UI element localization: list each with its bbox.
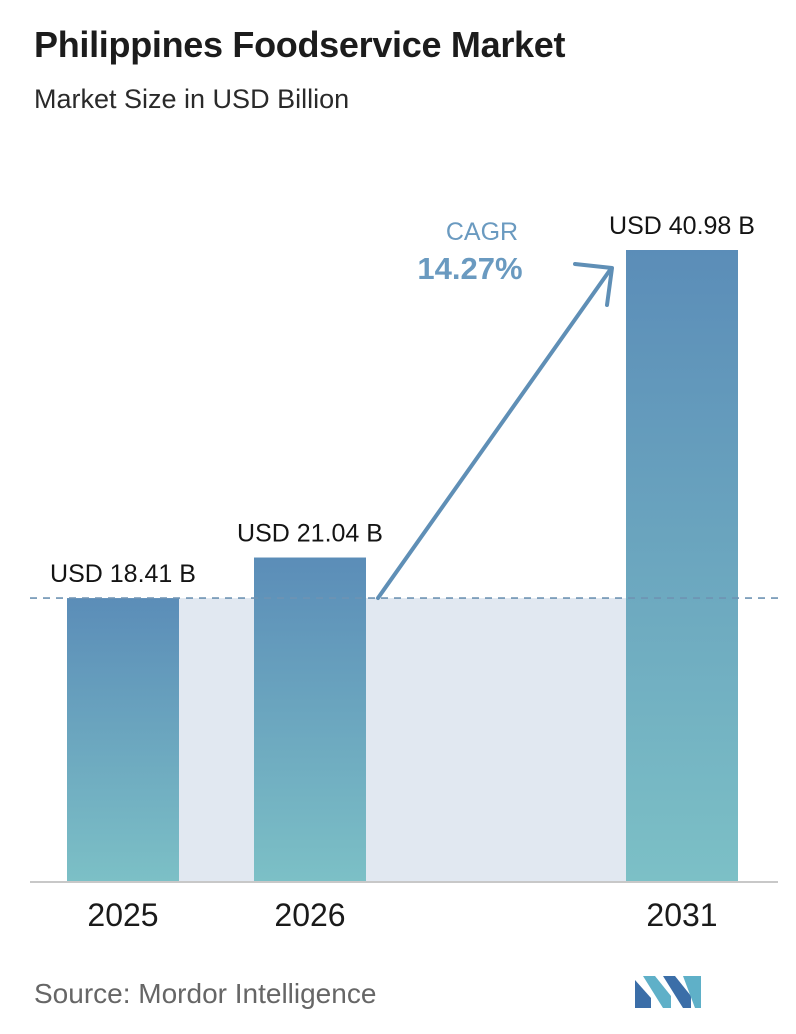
bar-2031 bbox=[626, 250, 738, 882]
cagr-value: 14.27% bbox=[417, 251, 522, 286]
x-tick-label-2025: 2025 bbox=[87, 897, 158, 933]
cagr-label: CAGR bbox=[446, 218, 518, 246]
data-label-2031: USD 40.98 B bbox=[609, 212, 755, 240]
data-label-2025: USD 18.41 B bbox=[50, 560, 196, 588]
data-label-2026: USD 21.04 B bbox=[237, 520, 383, 548]
mordor-intelligence-logo bbox=[635, 976, 701, 1008]
x-tick-label-2031: 2031 bbox=[646, 897, 717, 933]
bar-chart: USD 18.41 B USD 21.04 B USD 40.98 B 2025 20… bbox=[30, 212, 778, 933]
cagr-arrow-shaft bbox=[376, 268, 612, 600]
chart-subtitle: Market Size in USD Billion bbox=[34, 84, 350, 114]
source-caption: Source: Mordor Intelligence bbox=[34, 978, 377, 1009]
bar-2025 bbox=[67, 598, 179, 882]
cagr-arrow-head bbox=[573, 262, 614, 307]
bar-2026 bbox=[254, 557, 366, 882]
x-tick-label-2026: 2026 bbox=[274, 897, 345, 933]
chart-title: Philippines Foodservice Market bbox=[34, 24, 566, 65]
